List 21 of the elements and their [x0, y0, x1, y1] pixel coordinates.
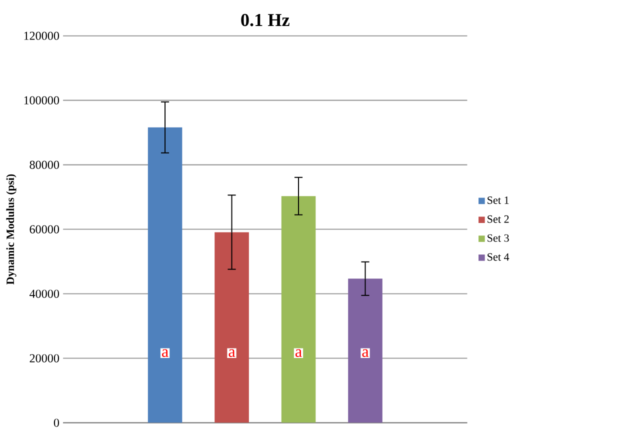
- legend-label: Set 2: [488, 216, 509, 223]
- y-tick-label: 0: [54, 418, 60, 427]
- y-tick-label: 80000: [30, 160, 60, 169]
- annotation: a: [228, 349, 236, 358]
- annotation: a: [162, 349, 168, 358]
- y-tick-label: 120000: [24, 32, 60, 40]
- y-tick-label: 20000: [30, 354, 60, 362]
- bar: [348, 278, 382, 423]
- bar: [281, 196, 316, 423]
- bar: [214, 232, 249, 423]
- y-axis-title: Dynamic Modulus (psi): [6, 174, 16, 285]
- chart-title: 0.1 Hz: [241, 14, 290, 26]
- y-tick-label: 100000: [24, 96, 60, 104]
- legend-label: Set 3: [488, 234, 509, 242]
- annotation: a: [362, 349, 369, 358]
- annotation: a: [296, 349, 302, 358]
- bar: [148, 128, 182, 423]
- legend-label: Set 4: [488, 253, 510, 261]
- y-tick-label: 40000: [30, 290, 60, 298]
- y-tick-label: 60000: [30, 225, 60, 234]
- legend-label: Set 1: [488, 196, 509, 204]
